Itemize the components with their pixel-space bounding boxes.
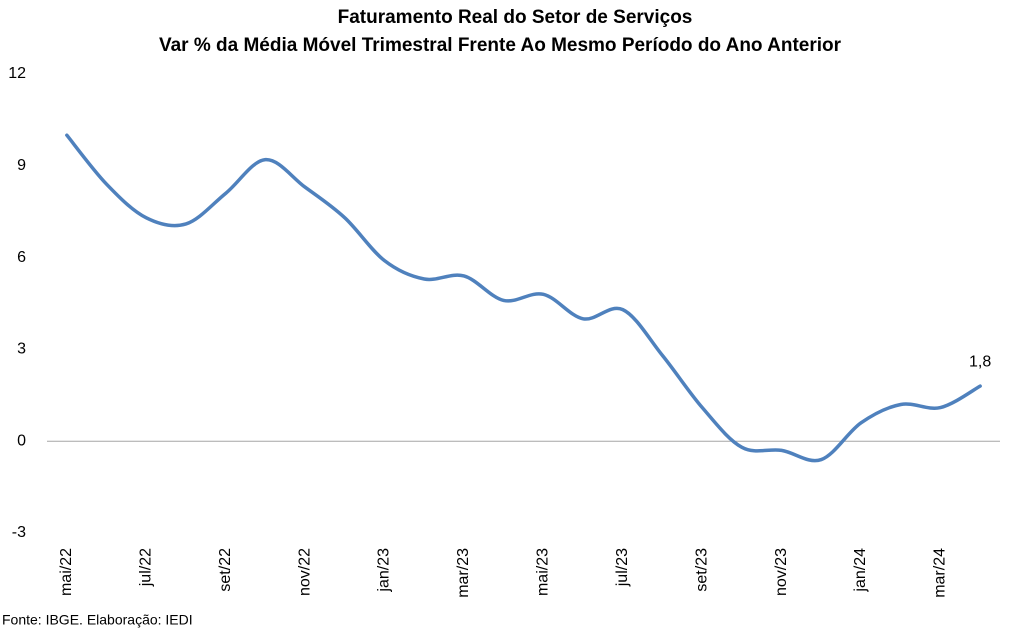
y-tick-label: 9 (17, 157, 26, 174)
x-tick-label: set/22 (217, 548, 234, 592)
x-tick-label: nov/22 (296, 548, 313, 596)
x-tick-label: jan/23 (376, 548, 393, 593)
y-tick-label: -3 (12, 524, 26, 541)
y-tick-label: 3 (17, 341, 26, 358)
x-tick-label: jan/24 (852, 548, 869, 593)
line (65, 133, 982, 463)
y-tick-label: 12 (8, 65, 26, 82)
data-label: 1,8 (969, 353, 991, 370)
y-tick-label: 0 (17, 432, 26, 449)
x-tick-label: mar/24 (932, 548, 949, 598)
x-tick-label: jul/23 (614, 548, 631, 587)
source: Fonte: IBGE. Elaboração: IEDI (2, 612, 193, 628)
x-tick-label: mar/23 (455, 548, 472, 598)
x-tick-label: mai/23 (535, 548, 552, 596)
x-tick-label: mai/22 (58, 548, 75, 596)
x-tick-label: jul/22 (137, 548, 154, 587)
y-tick-label: 6 (17, 249, 26, 266)
x-tick-label: nov/23 (773, 548, 790, 596)
chart-title: Faturamento Real do Setor de Serviços (338, 7, 693, 28)
x-tick-label: set/23 (693, 548, 710, 592)
chart-subtitle: Var % da Média Móvel Trimestral Frente A… (159, 35, 842, 56)
